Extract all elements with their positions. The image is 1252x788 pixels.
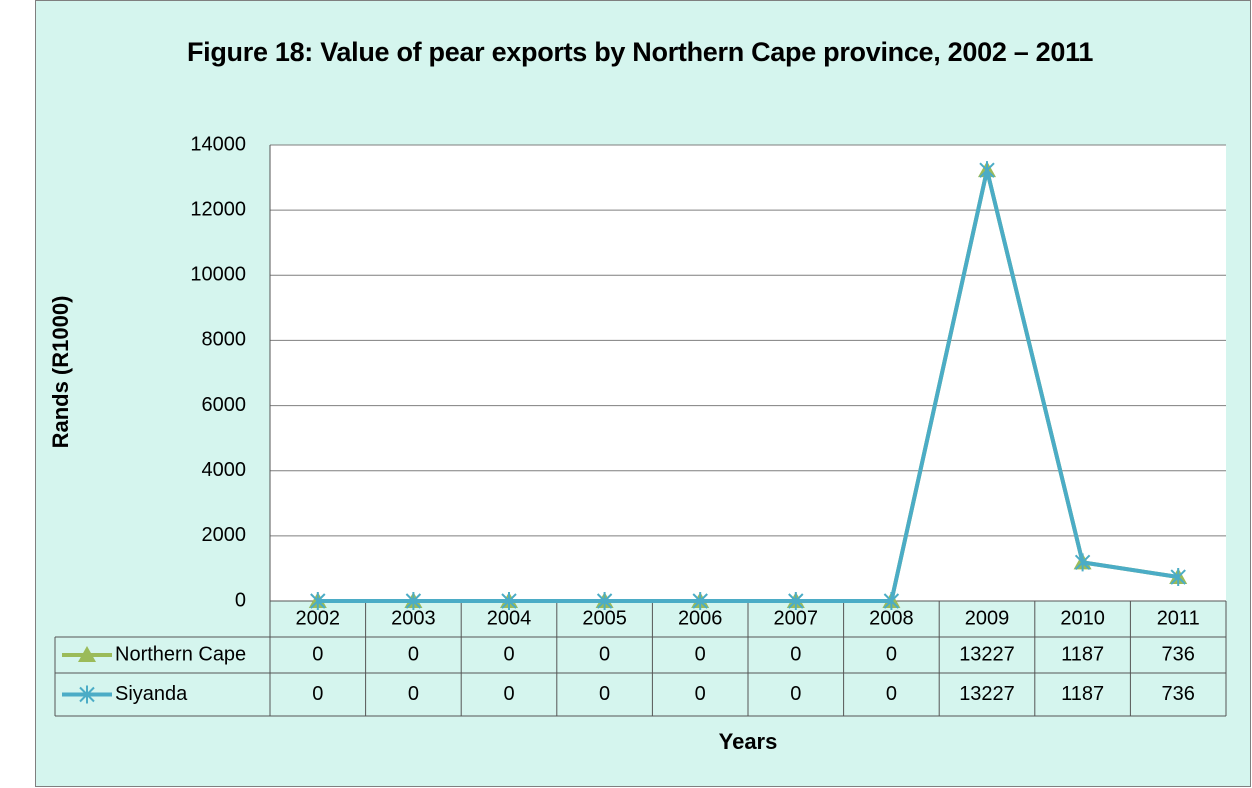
x-tick-label: 2006 [678,607,723,629]
table-value: 0 [886,643,897,665]
y-tick-label: 4000 [202,459,247,481]
x-tick-label: 2005 [582,607,627,629]
table-value: 0 [790,683,801,705]
y-tick-label: 12000 [190,198,246,220]
marker [78,646,96,662]
table-value: 0 [599,643,610,665]
table-value: 0 [312,683,323,705]
marker [596,592,613,610]
chart-title: Figure 18: Value of pear exports by Nort… [186,37,1094,67]
y-tick-label: 10000 [190,264,246,286]
table-value: 13227 [959,643,1015,665]
x-axis-label: Years [719,729,778,754]
table-value: 0 [695,643,706,665]
series-line [317,168,1179,603]
table-value: 0 [503,683,514,705]
plot-area [270,145,1226,601]
marker [883,592,900,610]
x-tick-label: 2011 [1157,607,1200,629]
y-tick-label: 6000 [202,394,247,416]
marker [1074,553,1091,572]
table-value: 0 [503,643,514,665]
marker [1170,568,1186,587]
x-tick-label: 2010 [1060,607,1105,629]
marker [501,592,517,610]
y-tick-label: 8000 [202,329,247,351]
table-value: 13227 [959,683,1015,705]
table-value: 0 [408,683,419,705]
table-value: 0 [790,643,801,665]
marker [310,592,326,610]
marker [788,592,804,610]
y-axis-label: Rands (R1000) [48,296,73,449]
table-value: 0 [695,683,706,705]
x-tick-label: 2003 [391,607,436,629]
marker [79,685,95,704]
table-value: 0 [408,643,419,665]
table-value: 0 [599,683,610,705]
x-tick-label: 2008 [869,607,914,629]
marker [692,592,708,610]
y-tick-label: 14000 [190,133,246,155]
table-value: 736 [1162,643,1195,665]
marker [979,161,995,180]
x-tick-label: 2002 [296,607,341,629]
table-value: 1187 [1061,643,1104,665]
x-tick-label: 2004 [487,607,532,629]
table-value: 736 [1162,683,1195,705]
legend-label: Siyanda [115,683,188,705]
table-value: 0 [886,683,897,705]
y-tick-label: 0 [235,589,246,611]
table-value: 0 [312,643,323,665]
table-value: 1187 [1061,683,1104,705]
x-tick-label: 2009 [965,607,1010,629]
x-tick-label: 2007 [774,607,819,629]
legend-label: Northern Cape [115,643,246,665]
y-tick-label: 2000 [202,524,247,546]
marker [405,592,422,610]
